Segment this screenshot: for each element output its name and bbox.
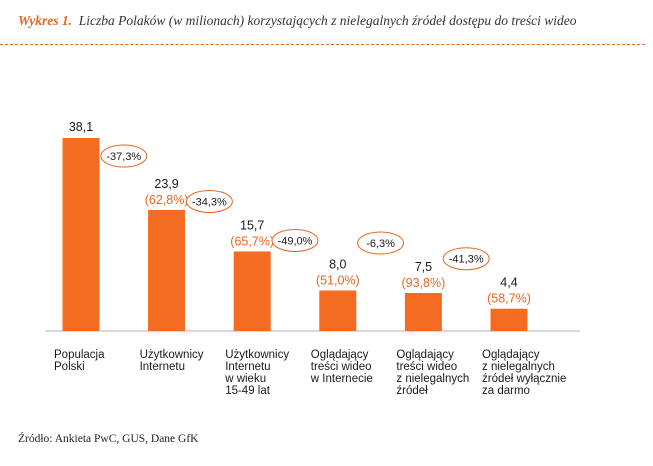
category-label: treści wideo (396, 361, 457, 373)
share-label: (93,8%) (402, 276, 446, 290)
change-badge (185, 189, 233, 213)
share-label: (51,0%) (316, 273, 360, 287)
share-label: (62,8%) (145, 193, 189, 207)
bar (148, 209, 186, 331)
bar (490, 308, 528, 331)
category-label: Oglądający (311, 349, 369, 361)
change-badge (442, 247, 490, 271)
value-label: 4,4 (500, 276, 517, 290)
change-label: -34,3% (192, 196, 227, 208)
change-label: -37,3% (106, 151, 141, 163)
category-label: Internetu (225, 361, 270, 373)
category-label: w wieku (224, 373, 266, 385)
share-label: (65,7%) (230, 234, 274, 248)
bar (62, 138, 100, 331)
bar (233, 251, 271, 331)
category-label: Populacja (54, 349, 105, 361)
source-note: Źródło: Ankieta PwC, GUS, Dane GfK (18, 433, 199, 445)
category-label: Oglądający (396, 349, 454, 361)
category-label: źródeł (396, 385, 428, 397)
category-label: 15-49 lat (225, 385, 271, 397)
title-divider (0, 44, 645, 45)
change-badge (271, 228, 319, 252)
category-label: za darmo (482, 385, 530, 397)
figure-label: Wykres 1. (18, 13, 72, 28)
bar (404, 293, 442, 331)
change-label: -6,3% (366, 238, 395, 250)
figure-title-text: Liczba Polaków (w milionach) korzystając… (78, 13, 577, 28)
category-label: w Internecie (310, 373, 373, 385)
category-label: Użytkownicy (140, 349, 204, 361)
value-label: 8,0 (329, 257, 346, 271)
figure-title: Wykres 1. Liczba Polaków (w milionach) k… (18, 13, 577, 29)
category-label: Internetu (140, 361, 185, 373)
bar (319, 290, 357, 331)
category-label: z nielegalnych (482, 361, 555, 373)
category-label: z nielegalnych (396, 373, 469, 385)
value-label: 23,9 (154, 177, 178, 191)
change-label: -41,3% (449, 254, 484, 266)
change-badge (357, 231, 405, 255)
share-label: (58,7%) (487, 292, 531, 306)
category-label: treści wideo (311, 361, 372, 373)
category-label: Polski (54, 361, 85, 373)
category-label: Użytkownicy (225, 349, 289, 361)
category-label: źródeł wyłącznie (482, 373, 566, 385)
value-label: 15,7 (240, 218, 264, 232)
change-label: -49,0% (278, 235, 313, 247)
category-label: Oglądający (482, 349, 540, 361)
value-label: 38,1 (69, 120, 93, 134)
value-label: 7,5 (415, 260, 432, 274)
change-badge (100, 144, 148, 168)
